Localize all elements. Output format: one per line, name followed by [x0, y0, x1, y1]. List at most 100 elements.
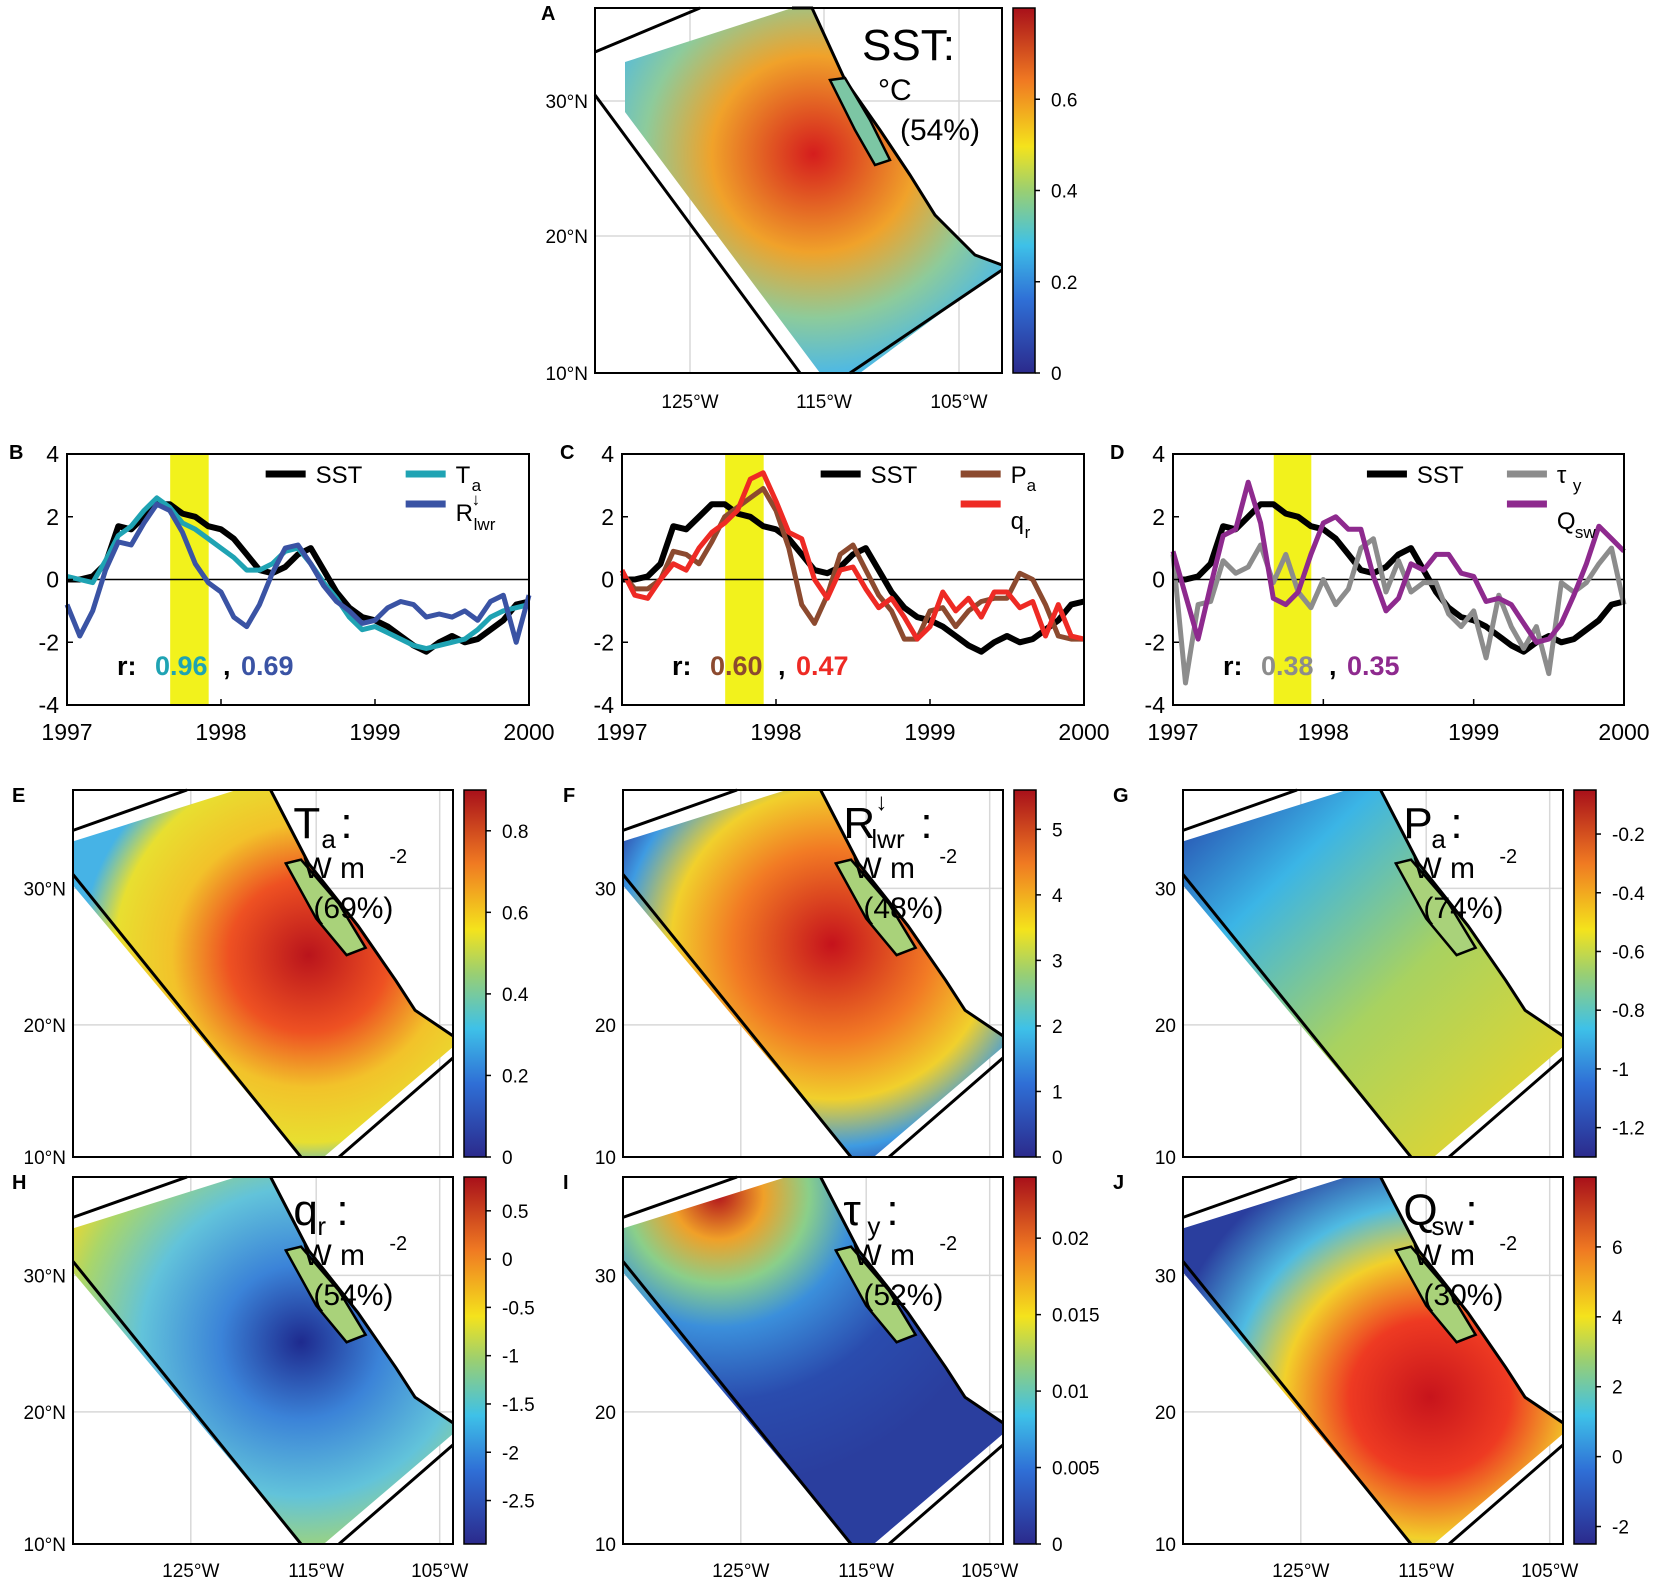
- y-tick-label: 2: [46, 504, 59, 530]
- colorbar-tick-label: 5: [1052, 820, 1063, 841]
- y-tick-label: 0: [46, 567, 59, 593]
- panel-h-map: H 10°N 20°N 30°N 125°W 115°W 105°W q r: W m -2 (54%…: [12, 1172, 535, 1581]
- colorbar-tick-label: 2: [1612, 1378, 1623, 1399]
- r-label: r:: [672, 651, 692, 681]
- lat-tick-label: 20: [595, 1016, 616, 1037]
- lat-tick-label: 10: [595, 1535, 616, 1556]
- gulf-of-california: [828, 76, 892, 167]
- lon-tick-label: 125°W: [162, 1561, 219, 1581]
- lat-tick-label: 10: [1155, 1148, 1176, 1169]
- panel-label: C: [560, 442, 574, 464]
- map-units: W m: [1413, 852, 1475, 885]
- coastline: [819, 1176, 1004, 1425]
- y-tick-label: 4: [601, 441, 614, 467]
- map-units: W m: [303, 852, 365, 885]
- colorbar: [1013, 789, 1037, 1158]
- colorbar-tick-label: 0.5: [502, 1202, 528, 1223]
- panel-j-map: J 10 20 30 125°W 115°W 105°W Qsw: W m -2 (30%) -2 0 2…: [1113, 1172, 1629, 1581]
- map-title-colon: :: [336, 1186, 348, 1235]
- gulf-of-california: [283, 858, 368, 957]
- colorbar-tick-label: 0.005: [1052, 1459, 1100, 1480]
- map-title-colon: :: [886, 1186, 898, 1235]
- legend-label: SST: [316, 462, 363, 489]
- colorbar-tick-label: -1.2: [1612, 1119, 1645, 1140]
- lon-tick-label: 125°W: [1272, 1561, 1329, 1581]
- colorbar: [1013, 1176, 1037, 1545]
- map-frame: [622, 1176, 1004, 1545]
- panel-label-a: A: [541, 3, 555, 25]
- panel-label: D: [1110, 442, 1124, 464]
- y-tick-label: 2: [1152, 504, 1165, 530]
- x-tick-label: 1998: [750, 719, 801, 745]
- y-tick-label: -2: [39, 629, 59, 655]
- map-title: τ: [843, 1186, 861, 1235]
- colorbar-tick-label: 1: [1052, 1082, 1063, 1103]
- map-units-exponent: -2: [1499, 1233, 1517, 1255]
- legend-label: Q: [1557, 508, 1576, 535]
- domain-edge: [338, 1056, 454, 1159]
- x-tick-label: 1999: [1448, 719, 1499, 745]
- colorbar-tick-label: 0.6: [1051, 90, 1077, 111]
- lon-tick-label: 105°W: [411, 1561, 468, 1581]
- lat-tick-label: 10°N: [24, 1535, 66, 1556]
- field: [73, 1177, 453, 1544]
- panel-i-map: I 10 20 30 125°W 115°W 105°W τ y: W m -2 (52%) 0 0.00…: [563, 1172, 1100, 1581]
- domain-edge: [1181, 1260, 1413, 1545]
- domain-edge: [621, 1260, 853, 1545]
- map-units: W m: [1413, 1239, 1475, 1272]
- x-tick-label: 1999: [904, 719, 955, 745]
- y-tick-label: -2: [1145, 629, 1165, 655]
- map-title: Q: [1403, 1186, 1437, 1235]
- colorbar-tick-label: 0: [502, 1250, 513, 1271]
- panel-label: I: [563, 1172, 569, 1194]
- r-separator: ,: [1329, 651, 1337, 681]
- legend-label-sub: a: [1027, 476, 1037, 495]
- panel-label: B: [9, 442, 23, 464]
- r-value: 0.60: [710, 651, 763, 681]
- lon-tick: 105°W: [930, 392, 987, 413]
- map-title: q: [293, 1186, 317, 1235]
- colorbar-tick-label: -0.8: [1612, 1001, 1645, 1022]
- colorbar-tick-label: -1: [502, 1347, 519, 1368]
- legend-label: SST: [871, 462, 918, 489]
- r-separator: ,: [778, 651, 786, 681]
- lat-tick-label: 30°N: [24, 1266, 66, 1287]
- colorbar-tick-label: -0.2: [1612, 825, 1645, 846]
- domain-edge: [72, 788, 188, 832]
- legend-label: τ: [1557, 462, 1567, 489]
- lat-tick: 10°N: [546, 364, 588, 385]
- legend-label-sub: a: [472, 476, 482, 495]
- y-tick-label: 0: [1152, 567, 1165, 593]
- series-line-q-r: [619, 470, 1085, 642]
- map-title: T: [293, 799, 320, 848]
- colorbar-tick-label: -0.5: [502, 1298, 535, 1319]
- panel-label: J: [1113, 1172, 1124, 1194]
- map-percent: (74%): [1423, 892, 1503, 925]
- lon-tick-label: 105°W: [961, 1561, 1018, 1581]
- y-tick-label: 4: [46, 441, 59, 467]
- map-frame: [72, 1176, 454, 1545]
- map-title-colon: :: [1450, 799, 1462, 848]
- legend-label: q: [1011, 508, 1024, 535]
- colorbar: [1012, 7, 1036, 374]
- map-units: °C: [878, 74, 912, 107]
- field: [623, 1177, 1003, 1544]
- series-line-p-a: [620, 486, 1084, 642]
- colorbar-tick-label: 0.6: [502, 903, 528, 924]
- x-tick-label: 2000: [1058, 719, 1109, 745]
- x-tick-label: 1998: [195, 719, 246, 745]
- panel-label: E: [12, 785, 25, 807]
- colorbar-tick-label: 0: [1052, 1535, 1063, 1556]
- lat-tick: 20°N: [546, 227, 588, 248]
- map-title: P: [1403, 799, 1432, 848]
- map-percent: (30%): [1423, 1279, 1503, 1312]
- colorbar-tick-label: 0.4: [502, 985, 529, 1006]
- map-title: R: [843, 799, 875, 848]
- x-tick-label: 1998: [1298, 719, 1349, 745]
- map-percent: (48%): [863, 892, 943, 925]
- legend-label: SST: [1417, 462, 1464, 489]
- panel-f-map: F 10 20 30 R ↓ lwr:W m -2 (48%) 0 1 2 3 4 5: [563, 785, 1063, 1169]
